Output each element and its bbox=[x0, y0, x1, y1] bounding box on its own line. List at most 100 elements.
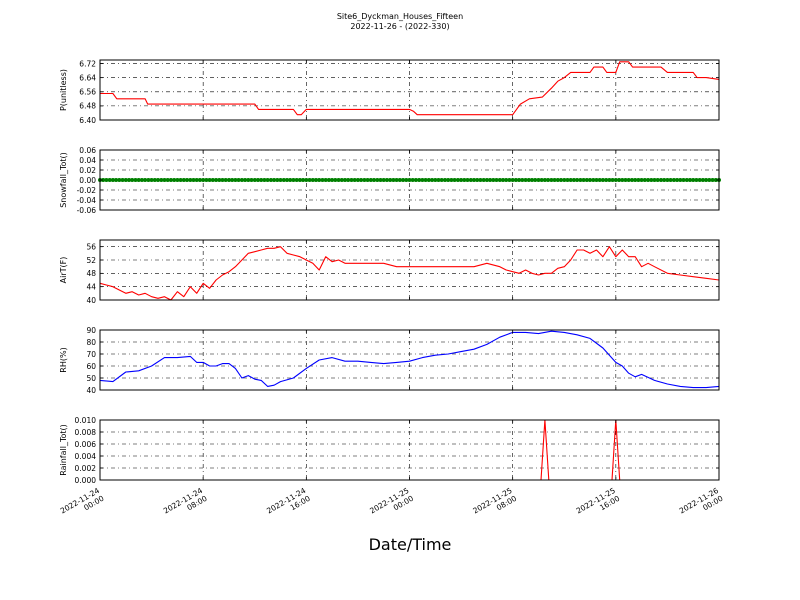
data-point bbox=[259, 178, 264, 182]
data-point bbox=[278, 178, 283, 182]
data-point bbox=[488, 178, 493, 182]
x-tick-label: 2022-11-2500:00 bbox=[368, 486, 415, 523]
data-point bbox=[159, 178, 164, 182]
data-point bbox=[420, 178, 425, 182]
data-point bbox=[652, 178, 657, 182]
data-point bbox=[223, 178, 228, 182]
data-point bbox=[607, 178, 612, 182]
data-point bbox=[565, 178, 570, 182]
y-tick-label: 6.72 bbox=[79, 59, 96, 68]
data-point bbox=[365, 178, 370, 182]
data-point bbox=[404, 178, 409, 182]
data-point bbox=[110, 178, 115, 182]
data-point bbox=[168, 178, 173, 182]
data-point bbox=[462, 178, 467, 182]
y-tick-label: 50 bbox=[86, 374, 96, 383]
y-tick-label: 0.02 bbox=[79, 166, 96, 175]
y-tick-label: 0.008 bbox=[75, 428, 97, 437]
data-point bbox=[668, 178, 673, 182]
data-point bbox=[288, 178, 293, 182]
data-point bbox=[484, 178, 489, 182]
x-tick-label: 2022-11-2516:00 bbox=[575, 486, 622, 523]
data-point bbox=[459, 178, 464, 182]
panel-5: 0.000 0.002 0.004 0.006 0.008 0.010 Rainfall_T… bbox=[59, 416, 720, 485]
data-point bbox=[530, 178, 534, 182]
data-point bbox=[555, 178, 560, 182]
data-point bbox=[504, 178, 509, 182]
data-point bbox=[152, 178, 157, 182]
data-point bbox=[600, 178, 605, 182]
data-point bbox=[191, 178, 196, 182]
data-point bbox=[478, 178, 483, 182]
data-point bbox=[575, 178, 580, 182]
data-point bbox=[368, 178, 373, 182]
data-point bbox=[433, 178, 438, 182]
data-point bbox=[678, 178, 683, 182]
data-point bbox=[310, 178, 315, 182]
data-point bbox=[220, 178, 225, 182]
y-tick-label: 90 bbox=[86, 326, 96, 335]
data-point bbox=[384, 178, 389, 182]
data-point bbox=[101, 178, 106, 182]
data-point bbox=[320, 178, 325, 182]
data-point bbox=[272, 178, 277, 182]
data-point bbox=[172, 178, 177, 182]
data-point bbox=[301, 178, 306, 182]
data-point bbox=[359, 178, 364, 182]
y-tick-label: 56 bbox=[86, 242, 96, 251]
data-point bbox=[117, 178, 122, 182]
data-point bbox=[697, 178, 702, 182]
data-point bbox=[210, 178, 215, 182]
data-point bbox=[623, 178, 628, 182]
data-point bbox=[636, 178, 641, 182]
data-point bbox=[201, 178, 206, 182]
data-point bbox=[588, 178, 592, 182]
data-point bbox=[162, 178, 167, 182]
y-tick-label: 0.04 bbox=[79, 156, 96, 165]
data-point bbox=[501, 178, 505, 182]
y-tick-label: -0.04 bbox=[77, 196, 97, 205]
data-point bbox=[617, 178, 622, 182]
data-point bbox=[468, 178, 473, 182]
data-point bbox=[165, 178, 170, 182]
data-point bbox=[591, 178, 596, 182]
data-point bbox=[317, 178, 322, 182]
data-point bbox=[197, 178, 202, 182]
series-line bbox=[100, 61, 720, 116]
data-point bbox=[475, 178, 480, 182]
data-point bbox=[620, 178, 625, 182]
data-point bbox=[407, 178, 412, 182]
data-point bbox=[649, 178, 654, 182]
data-point bbox=[401, 178, 406, 182]
data-point bbox=[352, 178, 357, 182]
data-point bbox=[204, 178, 209, 182]
data-point bbox=[156, 178, 160, 182]
data-point bbox=[285, 178, 289, 182]
data-point bbox=[681, 178, 686, 182]
x-tick-label: 2022-11-2416:00 bbox=[265, 486, 312, 523]
data-point bbox=[536, 178, 541, 182]
data-point bbox=[336, 178, 341, 182]
data-point bbox=[626, 178, 631, 182]
data-point bbox=[330, 178, 335, 182]
data-point bbox=[178, 178, 183, 182]
chart-panels: 6.406.486.566.646.72P(unitless)-0.06-0.0… bbox=[59, 59, 721, 485]
data-point bbox=[510, 178, 515, 182]
x-axis-label: Date/Time bbox=[369, 535, 452, 554]
data-point bbox=[304, 178, 309, 182]
data-point bbox=[542, 178, 547, 182]
data-point bbox=[294, 178, 299, 182]
data-point bbox=[333, 178, 338, 182]
data-point bbox=[491, 178, 496, 182]
data-point bbox=[520, 178, 525, 182]
data-point bbox=[707, 178, 712, 182]
data-point bbox=[423, 178, 428, 182]
data-point bbox=[472, 178, 476, 182]
data-point bbox=[639, 178, 644, 182]
data-point bbox=[346, 178, 351, 182]
data-point bbox=[671, 178, 676, 182]
data-point bbox=[630, 178, 634, 182]
data-point bbox=[362, 178, 367, 182]
data-point bbox=[594, 178, 599, 182]
series-line bbox=[99, 246, 720, 301]
